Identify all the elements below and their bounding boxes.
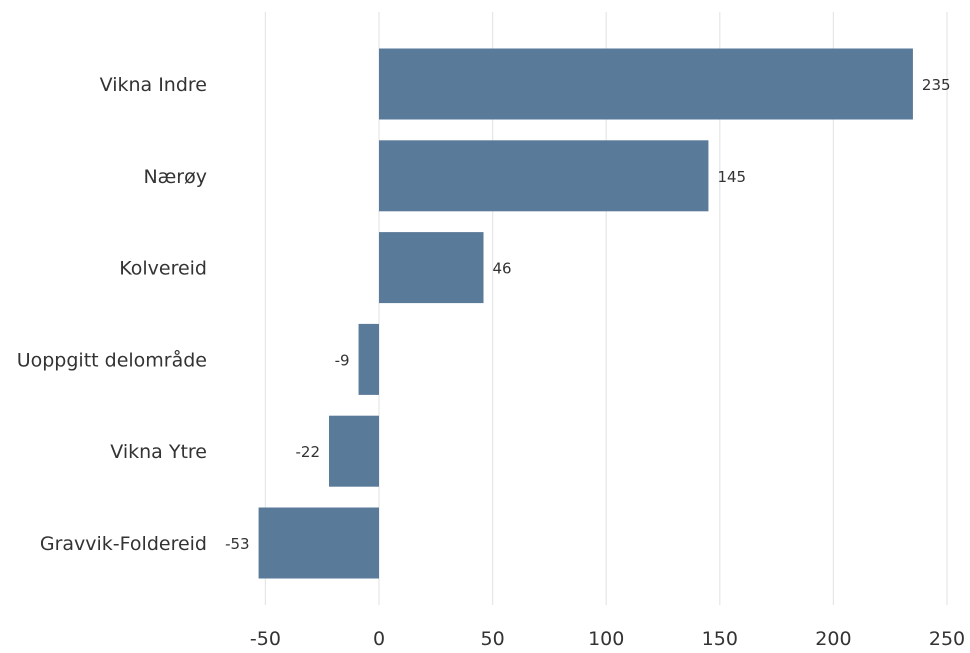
category-label: Uoppgitt delområde [17, 348, 207, 371]
category-labels: Vikna Indre Nærøy Kolvereid Uoppgitt delomr… [17, 74, 207, 555]
data-label: 145 [717, 168, 746, 186]
bar [358, 323, 379, 395]
data-label: -9 [335, 351, 350, 369]
category-label: Vikna Ytre [110, 441, 207, 463]
bars [258, 48, 913, 579]
data-label: -22 [296, 443, 321, 461]
bar [379, 48, 913, 120]
category-label: Vikna Indre [100, 74, 207, 96]
x-tick-label: 150 [702, 628, 738, 648]
x-tick-label: 50 [481, 628, 505, 648]
data-label: -53 [225, 535, 250, 553]
x-tick-label: 100 [588, 628, 624, 648]
category-label: Kolvereid [119, 258, 207, 280]
data-label: 46 [493, 260, 512, 278]
x-axis-tick-labels: -50 0 50 100 150 200 250 [250, 628, 965, 650]
bar [379, 232, 484, 304]
x-tick-label: 200 [815, 628, 851, 648]
x-tick-label: 250 [929, 628, 965, 648]
bar [379, 140, 709, 212]
bar [258, 507, 379, 579]
bar [329, 415, 379, 487]
data-label: 235 [922, 76, 951, 94]
x-tick-label: 0 [373, 628, 385, 648]
category-label: Gravvik-Foldereid [40, 533, 207, 555]
category-label: Nærøy [143, 166, 207, 188]
x-tick-label: -50 [250, 628, 281, 648]
data-labels: 235 145 46 -9 -22 -53 [225, 76, 950, 553]
